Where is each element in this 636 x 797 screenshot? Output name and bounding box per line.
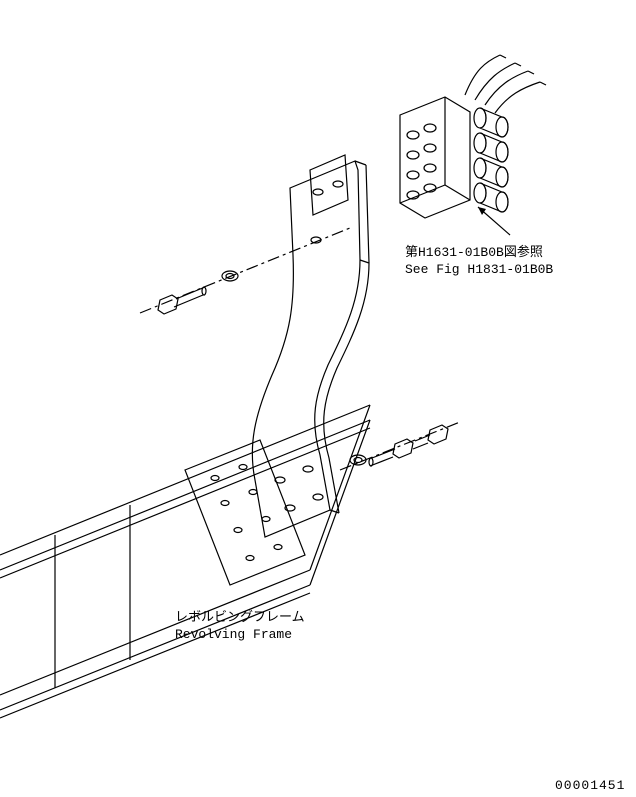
mounting-bracket (252, 155, 369, 537)
revolving-frame (0, 405, 370, 718)
valve-ref-jp: 第H1631-01B0B図参照 (405, 245, 553, 262)
valve-reference-label: 第H1631-01B0B図参照 See Fig H1831-01B0B (405, 245, 553, 279)
upper-bolt-assembly (158, 271, 238, 314)
drawing-number: 00001451 (555, 778, 625, 795)
frame-jp: レボルビングフレーム (175, 610, 305, 627)
technical-diagram (0, 0, 636, 797)
valve-ref-en: See Fig H1831-01B0B (405, 262, 553, 279)
frame-en: Revolving Frame (175, 627, 305, 644)
solenoid-valve-block (400, 55, 546, 218)
revolving-frame-label: レボルビングフレーム Revolving Frame (175, 610, 305, 644)
